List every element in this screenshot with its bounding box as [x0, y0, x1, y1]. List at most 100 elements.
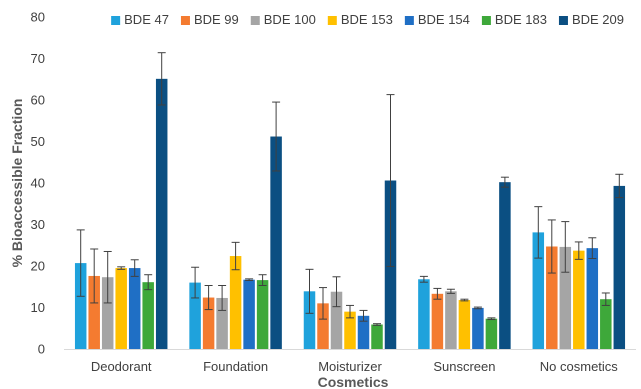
bar: [344, 311, 356, 349]
legend-item: BDE 183: [481, 12, 547, 27]
legend-label: BDE 154: [418, 12, 470, 27]
x-tick-label: Moisturizer: [318, 359, 382, 374]
bar: [88, 275, 100, 349]
bar: [189, 282, 201, 349]
error-bar: [473, 306, 482, 310]
error-bar: [500, 176, 509, 188]
error-bar: [615, 173, 624, 199]
legend-swatch: [404, 16, 414, 25]
legend-label: BDE 153: [341, 12, 393, 27]
bar: [472, 307, 484, 349]
legend-label: BDE 47: [124, 12, 169, 27]
bar: [357, 315, 370, 349]
error-bar: [76, 229, 85, 297]
bar: [371, 324, 383, 349]
error-bar: [588, 237, 597, 260]
error-bar: [245, 278, 254, 282]
y-tick-label: 80: [31, 10, 45, 25]
bars-group: [74, 78, 626, 350]
error-bar: [231, 241, 240, 271]
bar: [229, 256, 242, 349]
bar: [101, 277, 114, 349]
legend-item: BDE 154: [404, 12, 470, 27]
x-axis-title: Cosmetics: [318, 374, 389, 389]
error-bar: [258, 274, 267, 287]
error-bar: [487, 317, 496, 321]
x-tick-label: Sunscreen: [433, 359, 495, 374]
y-axis-title: % Bioaccessible Fraction: [9, 99, 25, 268]
error-bar: [144, 274, 153, 291]
legend-swatch: [327, 16, 337, 25]
error-bar: [460, 298, 469, 302]
error-bar: [373, 323, 381, 326]
bar: [303, 291, 316, 349]
error-bar: [359, 309, 368, 322]
error-bar: [561, 221, 570, 273]
bar: [458, 300, 471, 349]
error-bar: [574, 241, 583, 260]
error-bar: [601, 292, 610, 306]
bar: [431, 293, 444, 349]
legend-item: BDE 99: [180, 12, 239, 27]
bar: [445, 291, 457, 349]
bar: [270, 136, 282, 349]
legend-label: BDE 209: [572, 12, 624, 27]
x-tick-label: Deodorant: [91, 359, 152, 374]
error-bars-group: [76, 52, 624, 326]
bar: [418, 279, 430, 349]
error-bar: [191, 266, 200, 299]
error-bar: [218, 285, 227, 311]
legend-label: BDE 100: [264, 12, 316, 27]
error-bar: [433, 287, 442, 300]
x-axis-tick-labels: Deodorant Foundation Moisturizer Sunscreen N…: [91, 359, 618, 374]
error-bar: [157, 52, 166, 106]
y-axis: 0 10 20 30 40 50 60 70 80: [31, 10, 45, 357]
bar: [532, 232, 545, 349]
y-tick-label: 0: [38, 342, 45, 357]
bar: [559, 246, 572, 349]
legend-swatch: [250, 16, 260, 25]
legend-swatch: [481, 16, 491, 25]
legend-item: BDE 100: [250, 12, 316, 27]
bar: [485, 318, 498, 349]
error-bar: [419, 275, 428, 283]
x-tick-label: Foundation: [203, 359, 268, 374]
bar: [586, 248, 599, 349]
legend-item: BDE 209: [558, 12, 624, 27]
legend-item: BDE 47: [111, 12, 169, 27]
error-bar: [305, 268, 314, 314]
error-bar: [446, 288, 455, 294]
error-bar: [319, 287, 327, 320]
bar: [202, 297, 215, 349]
error-bar: [272, 101, 281, 172]
error-bar: [117, 266, 126, 270]
bar: [155, 78, 168, 350]
error-bar: [534, 206, 543, 259]
error-bar: [103, 250, 112, 304]
bar: [142, 282, 154, 349]
bar: [573, 250, 585, 349]
bar: [546, 246, 558, 349]
bar: [115, 268, 127, 349]
legend-swatch: [558, 16, 568, 25]
bar: [216, 297, 228, 349]
legend-item: BDE 153: [327, 12, 393, 27]
error-bar: [547, 219, 556, 274]
legend: BDE 47 BDE 99 BDE 100 BDE 153 BDE 154 BDE 183…: [111, 12, 624, 27]
bar: [317, 303, 329, 349]
x-tick-label: No cosmetics: [540, 359, 619, 374]
bar: [256, 280, 269, 349]
bar: [243, 279, 255, 349]
y-tick-label: 10: [31, 300, 45, 315]
bar: [600, 299, 612, 349]
legend-swatch: [111, 16, 121, 25]
bar: [74, 263, 87, 349]
error-bar: [332, 276, 341, 308]
legend-label: BDE 183: [495, 12, 547, 27]
y-tick-label: 20: [31, 259, 45, 274]
y-tick-label: 60: [31, 93, 45, 108]
bar: [613, 185, 626, 349]
y-tick-label: 50: [31, 134, 45, 149]
bar: [499, 182, 511, 349]
